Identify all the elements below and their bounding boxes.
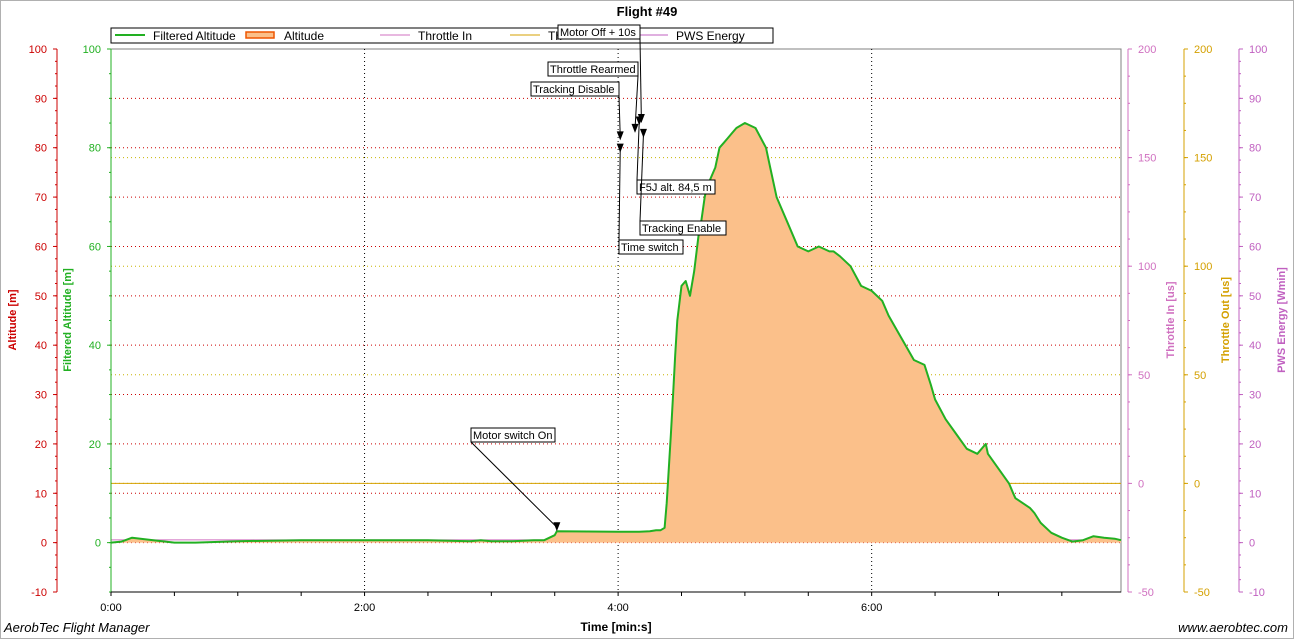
- annotation: [616, 143, 684, 255]
- tick-label-alt: 70: [35, 192, 47, 204]
- x-axis-label: Time [min:s]: [580, 620, 651, 634]
- tick-label-thr_out: -50: [1194, 587, 1210, 599]
- annotation-arrowhead: [553, 522, 561, 532]
- tick-label-falt: 20: [89, 439, 101, 451]
- annotation-box: [547, 61, 639, 77]
- annotation-leader: [634, 75, 639, 129]
- annotation-label: Throttle Rearmed: [550, 64, 636, 76]
- annotation-box: [639, 220, 727, 236]
- tick-label-alt: 20: [35, 439, 47, 451]
- tick-label-pws: 30: [1249, 390, 1261, 402]
- annotation: [470, 427, 561, 532]
- tick-label-thr_out: 0: [1194, 478, 1200, 490]
- tick-label-thr_out: 100: [1194, 261, 1212, 273]
- tick-label-pws: 50: [1249, 291, 1261, 303]
- altitude-area: [111, 123, 1121, 543]
- tick-label-thr_in: 50: [1138, 370, 1150, 382]
- legend-label: PWS Energy: [676, 29, 745, 43]
- legend-label: Throttle In: [418, 29, 472, 43]
- tick-label-alt: 50: [35, 291, 47, 303]
- tick-label-pws: 70: [1249, 192, 1261, 204]
- tick-label-thr_out: 150: [1194, 153, 1212, 165]
- chart-title: Flight #49: [616, 4, 678, 19]
- axis-label-pws: PWS Energy [Wmin]: [1276, 267, 1288, 373]
- annotation-label: Motor switch On: [473, 430, 552, 442]
- annotation-arrowhead: [616, 131, 624, 141]
- x-tick-label: 4:00: [607, 602, 628, 614]
- annotation-label: F5J alt. 84,5 m: [639, 182, 712, 194]
- x-tick-label: 0:00: [100, 602, 121, 614]
- tick-label-falt: 40: [89, 340, 101, 352]
- axis-label-thr_in: Throttle In [us]: [1165, 281, 1177, 358]
- tick-label-alt: 0: [41, 538, 47, 550]
- tick-label-pws: -10: [1249, 587, 1265, 599]
- tick-label-thr_in: 200: [1138, 44, 1156, 56]
- annotation-arrowhead: [639, 128, 647, 138]
- tick-label-falt: 100: [83, 44, 101, 56]
- tick-label-alt: 10: [35, 488, 47, 500]
- annotation-leader: [470, 441, 558, 528]
- tick-label-alt: 40: [35, 340, 47, 352]
- tick-label-thr_out: 200: [1194, 44, 1212, 56]
- annotation-label: Tracking Disable: [533, 84, 615, 96]
- annotation-arrowhead: [637, 114, 645, 124]
- legend-swatch: [245, 31, 275, 39]
- legend-label: Filtered Altitude: [153, 29, 236, 43]
- tick-label-falt: 80: [89, 143, 101, 155]
- tick-label-alt: -10: [31, 587, 47, 599]
- tick-label-pws: 40: [1249, 340, 1261, 352]
- tick-label-pws: 10: [1249, 488, 1261, 500]
- tick-label-thr_out: 50: [1194, 370, 1206, 382]
- annotation: [557, 24, 645, 124]
- footer-website[interactable]: www.aerobtec.com: [1178, 620, 1288, 635]
- annotation-label: Time switch: [621, 242, 679, 254]
- annotation-label: Motor Off + 10s: [560, 27, 636, 39]
- tick-label-pws: 80: [1249, 143, 1261, 155]
- annotation-box: [530, 81, 620, 97]
- tick-label-thr_in: -50: [1138, 587, 1154, 599]
- annotation-box: [618, 239, 684, 255]
- annotation-leader: [618, 95, 621, 137]
- tick-label-falt: 60: [89, 241, 101, 253]
- tick-label-pws: 60: [1249, 241, 1261, 253]
- annotation-box: [636, 179, 716, 195]
- annotation: [530, 81, 624, 141]
- tick-label-thr_in: 100: [1138, 261, 1156, 273]
- tick-label-falt: 0: [95, 538, 101, 550]
- annotation-arrowhead: [631, 123, 639, 133]
- annotation-label: Tracking Enable: [642, 223, 721, 235]
- tick-label-thr_in: 0: [1138, 478, 1144, 490]
- tick-label-alt: 60: [35, 241, 47, 253]
- tick-label-alt: 30: [35, 390, 47, 402]
- filtered-altitude-line: [110, 122, 1122, 544]
- x-tick-label: 2:00: [354, 602, 375, 614]
- annotation-leader: [639, 38, 642, 120]
- axis-label-altitude: Altitude [m]: [7, 289, 19, 350]
- annotation: [639, 128, 727, 236]
- footer-app-name: AerobTec Flight Manager: [4, 620, 150, 635]
- tick-label-pws: 20: [1249, 439, 1261, 451]
- annotation-leader: [639, 133, 644, 222]
- tick-label-pws: 0: [1249, 538, 1255, 550]
- legend-item: [245, 31, 275, 39]
- annotation: [547, 61, 639, 133]
- tick-label-alt: 80: [35, 143, 47, 155]
- legend-label: Altitude: [284, 29, 324, 43]
- tick-label-pws: 90: [1249, 93, 1261, 105]
- tick-label-thr_in: 150: [1138, 153, 1156, 165]
- annotation-box: [470, 427, 556, 443]
- tick-label-pws: 100: [1249, 44, 1267, 56]
- annotation-arrowhead: [616, 143, 624, 153]
- tick-label-alt: 90: [35, 93, 47, 105]
- tick-label-alt: 100: [29, 44, 47, 56]
- axis-label-thr_out: Throttle Out [us]: [1220, 277, 1232, 363]
- annotation-leader: [636, 121, 640, 181]
- annotation-leader: [618, 148, 621, 241]
- axis-label-filtered-altitude: Filtered Altitude [m]: [62, 268, 74, 372]
- annotation-box: [557, 24, 641, 40]
- x-tick-label: 6:00: [861, 602, 882, 614]
